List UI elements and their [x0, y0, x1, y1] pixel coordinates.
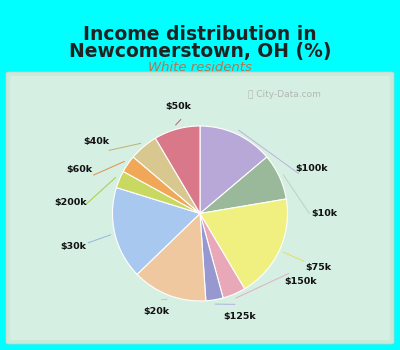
Text: $10k: $10k [311, 209, 337, 218]
Text: $200k: $200k [54, 198, 87, 208]
Wedge shape [200, 157, 286, 214]
Text: $60k: $60k [66, 165, 92, 174]
FancyBboxPatch shape [10, 76, 390, 340]
Text: ⓘ City-Data.com: ⓘ City-Data.com [248, 90, 321, 99]
Text: $30k: $30k [60, 242, 86, 251]
Text: $20k: $20k [143, 307, 169, 316]
Wedge shape [137, 214, 206, 301]
Text: $125k: $125k [223, 312, 256, 321]
Wedge shape [133, 138, 200, 214]
Text: Newcomerstown, OH (%): Newcomerstown, OH (%) [69, 42, 331, 61]
Text: $40k: $40k [84, 137, 110, 146]
Text: Income distribution in: Income distribution in [83, 25, 317, 44]
Wedge shape [116, 172, 200, 214]
FancyBboxPatch shape [6, 72, 394, 344]
Text: White residents: White residents [148, 61, 252, 74]
Wedge shape [200, 214, 223, 301]
Wedge shape [200, 214, 244, 298]
Wedge shape [123, 157, 200, 214]
Text: $75k: $75k [305, 263, 331, 272]
Wedge shape [112, 188, 200, 274]
Text: $100k: $100k [296, 163, 328, 173]
Text: $50k: $50k [165, 102, 191, 111]
Wedge shape [156, 126, 200, 214]
Wedge shape [200, 126, 267, 214]
Text: $150k: $150k [284, 277, 317, 286]
Wedge shape [200, 199, 288, 289]
